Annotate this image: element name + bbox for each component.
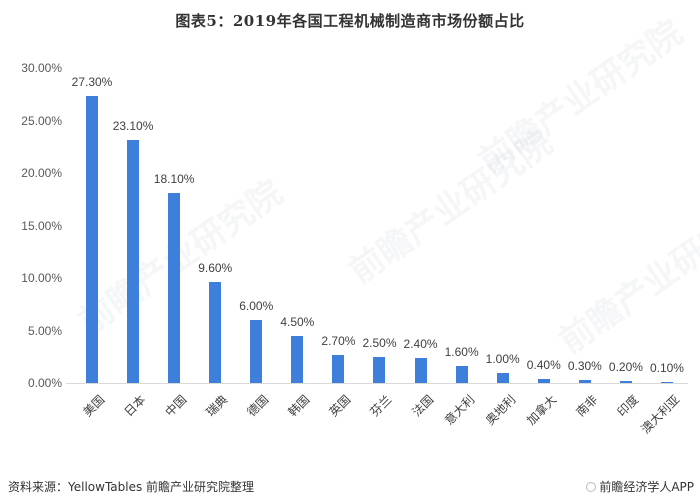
brand-name: 前瞻经济学人APP (599, 480, 694, 494)
x-tick-label: 日本 (121, 392, 149, 420)
y-tick-label: 0.00% (27, 376, 62, 390)
data-label: 1.60% (444, 345, 479, 360)
data-label: 0.40% (526, 357, 561, 372)
x-tick-label: 美国 (80, 392, 108, 420)
source-note: 资料来源：YellowTables 前瞻产业研究院整理 (8, 480, 255, 494)
x-tick-label: 澳大利亚 (638, 392, 683, 437)
bar (86, 96, 98, 383)
y-tick-label: 5.00% (27, 323, 62, 338)
bar (660, 381, 673, 383)
y-tick-label: 25.00% (21, 113, 62, 128)
x-tick-label: 芬兰 (367, 392, 395, 420)
bar (537, 378, 550, 383)
bar (414, 357, 427, 383)
x-tick-label: 瑞典 (203, 392, 231, 420)
bar-chart: 前瞻产业研究院 前瞻产业研究院 前瞻产业研究院 前瞻产业研究院 0.00% 5.0… (21, 12, 700, 437)
watermark: 前瞻产业研究院 (342, 122, 560, 293)
x-tick-label: 法国 (408, 392, 436, 420)
data-label: 23.10% (112, 119, 154, 134)
bar (496, 372, 509, 383)
data-label: 2.50% (362, 335, 397, 350)
y-tick-label: 20.00% (21, 166, 62, 180)
data-label: 0.10% (649, 360, 684, 375)
bar (291, 335, 304, 383)
brand-logo-icon (586, 481, 597, 492)
chart-title: 图表5：2019年各国工程机械制造商市场份额占比 (175, 12, 525, 30)
x-tick-label: 意大利 (441, 392, 477, 428)
watermark: 前瞻产业研究院 (552, 192, 700, 363)
y-tick-label: 10.00% (21, 271, 62, 285)
x-tick-label: 德国 (244, 392, 272, 420)
x-tick-label: 韩国 (285, 392, 313, 420)
x-tick-label: 印度 (614, 392, 642, 420)
x-tick-label: 奥地利 (482, 392, 519, 428)
data-label: 6.00% (239, 299, 274, 313)
data-label: 2.40% (403, 336, 438, 351)
y-tick-label: 30.00% (21, 61, 62, 75)
bar (332, 354, 345, 383)
data-label: 27.30% (71, 75, 113, 90)
bar (578, 379, 591, 383)
data-label: 18.10% (153, 171, 195, 186)
data-label: 0.30% (567, 358, 602, 373)
bar (250, 320, 263, 383)
bar (168, 192, 181, 383)
data-label: 4.50% (280, 314, 315, 329)
bar (373, 356, 386, 383)
x-tick-label: 南非 (573, 392, 601, 420)
watermark: 前瞻产业研究院 (472, 12, 690, 183)
bar (127, 140, 140, 383)
x-tick-label: 加拿大 (523, 392, 560, 428)
bar (455, 366, 468, 383)
x-axis-line (66, 383, 688, 384)
data-label: 9.60% (198, 261, 233, 276)
data-label: 2.70% (321, 333, 356, 348)
x-tick-label: 中国 (162, 392, 190, 420)
bar (619, 380, 632, 383)
bar (209, 282, 222, 383)
data-label: 1.00% (485, 351, 520, 366)
x-tick-label: 英国 (326, 392, 354, 420)
y-tick-label: 15.00% (21, 218, 62, 233)
data-label: 0.20% (608, 359, 643, 374)
brand-footer: 前瞻经济学人APP (586, 478, 694, 495)
